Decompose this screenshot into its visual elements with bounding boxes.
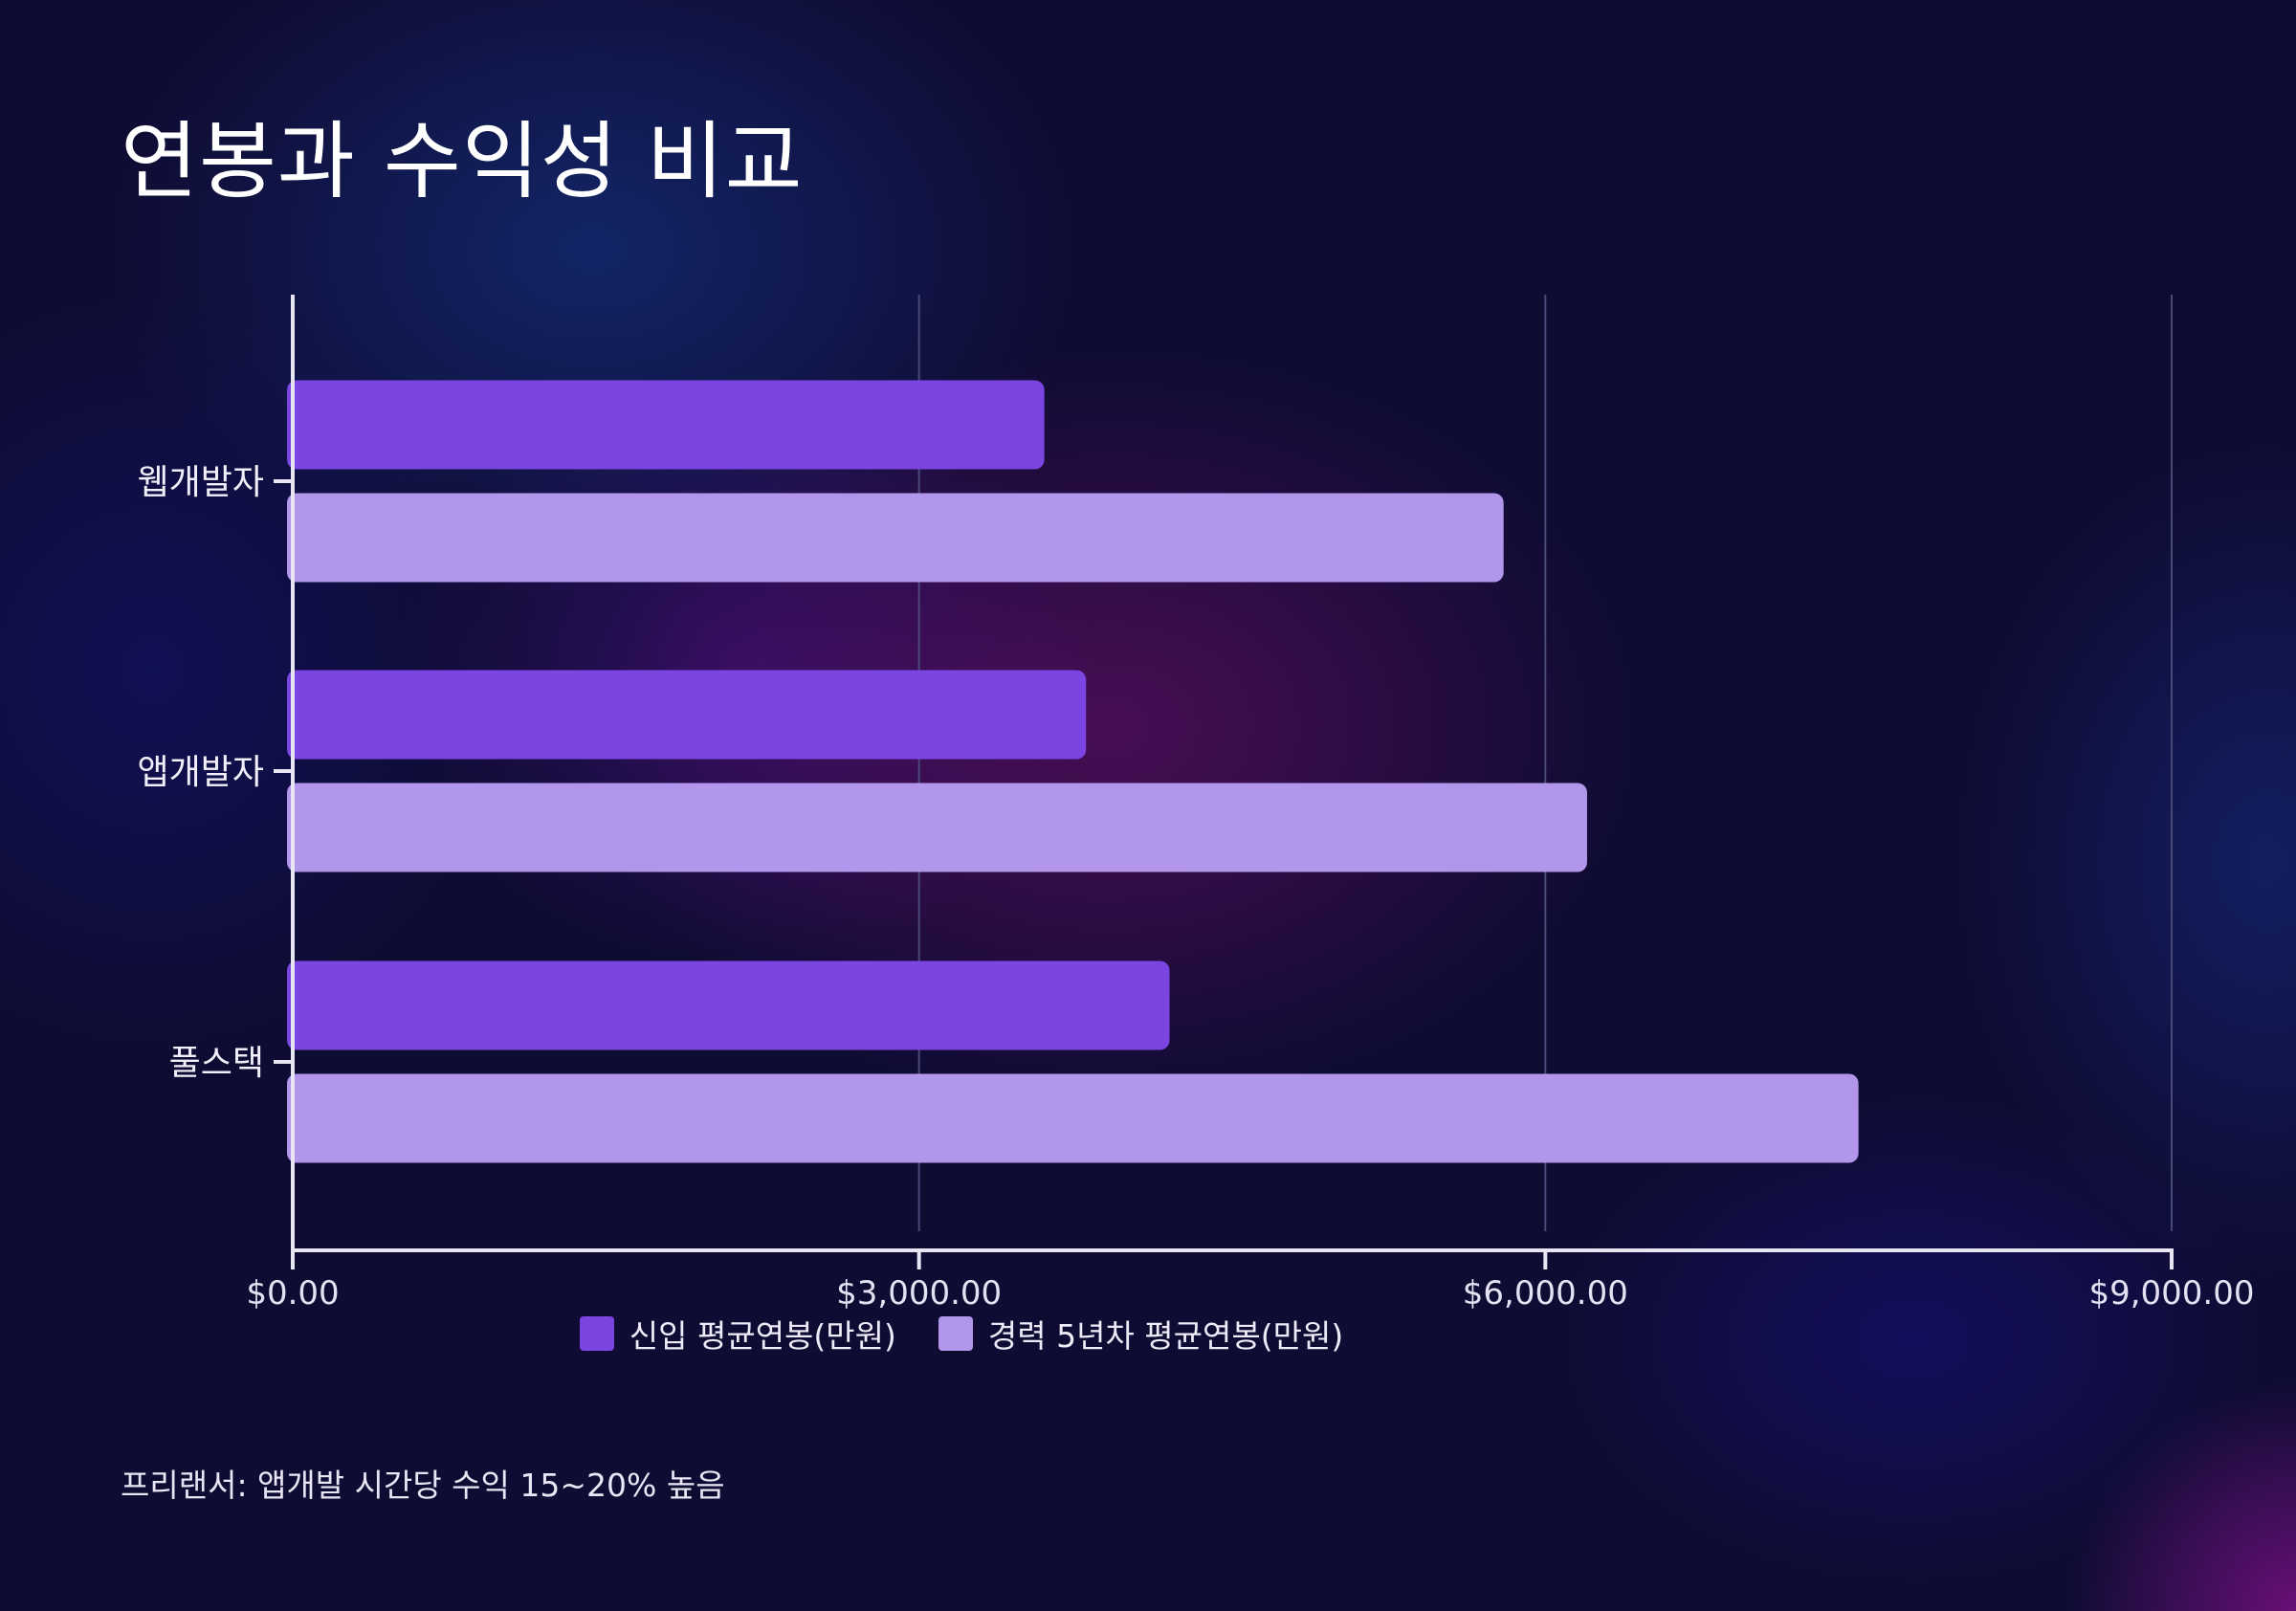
bar-1 — [287, 380, 1045, 470]
footnote: 프리랜서: 앱개발 시간당 수익 15~20% 높음 — [121, 1467, 725, 1504]
chart-title: 연봉과 수익성 비교 — [121, 112, 804, 210]
bar-1 — [287, 670, 1087, 760]
x-tick-label: $3,000.00 — [836, 1274, 1002, 1313]
legend-label: 경력 5년차 평균연봉(만원) — [987, 1317, 1344, 1355]
bar-1 — [287, 960, 1170, 1050]
bars — [287, 380, 1859, 1163]
legend: 신입 평균연봉(만원) 경력 5년차 평균연봉(만원) — [0, 1311, 1923, 1357]
legend-item: 경력 5년차 평균연봉(만원) — [938, 1311, 1343, 1357]
axes: $0.00 $3,000.00 $6,000.00 $9,000.00 웹개발자앱개발자… — [138, 295, 2255, 1313]
bar-2 — [287, 1073, 1859, 1163]
x-tick-label: $6,000.00 — [1463, 1274, 1628, 1313]
legend-item: 신입 평균연봉(만원) — [579, 1311, 896, 1357]
bar-2 — [287, 493, 1504, 583]
x-tick-label: $9,000.00 — [2088, 1274, 2254, 1313]
y-category-label: 앱개발자 — [138, 753, 264, 792]
y-category-label: 웹개발자 — [138, 463, 264, 502]
legend-swatch — [579, 1316, 614, 1351]
legend-label: 신입 평균연봉(만원) — [629, 1317, 896, 1355]
legend-swatch — [938, 1316, 973, 1351]
x-tick-label: $0.00 — [246, 1274, 339, 1313]
bar-2 — [287, 783, 1587, 872]
y-category-label: 풀스택 — [169, 1044, 264, 1083]
